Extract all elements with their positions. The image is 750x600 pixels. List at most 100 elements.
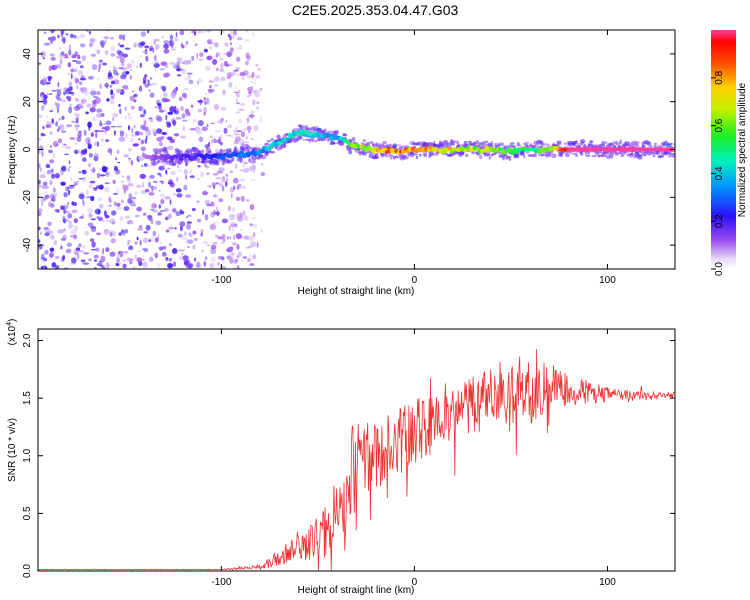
- noise-dot: [68, 44, 72, 51]
- noise-dot: [80, 87, 84, 93]
- noise-dot: [244, 39, 250, 42]
- noise-dot: [148, 117, 153, 120]
- ridge-halo-dot: [450, 141, 455, 146]
- ridge-halo-dot: [614, 140, 618, 145]
- noise-dot: [134, 214, 140, 218]
- noise-dot: [181, 61, 185, 64]
- noise-dot: [89, 38, 96, 42]
- noise-dot: [91, 87, 94, 90]
- noise-dot: [90, 195, 95, 202]
- noise-dot: [213, 220, 219, 226]
- noise-dot: [251, 178, 256, 181]
- noise-dot: [38, 208, 43, 213]
- ridge-halo-dot: [351, 136, 356, 142]
- noise-dot: [204, 256, 208, 261]
- noise-dot: [163, 92, 168, 98]
- noise-dot: [231, 34, 237, 38]
- ridge-halo-dot: [456, 140, 460, 145]
- noise-dot: [94, 259, 97, 262]
- noise-dot: [113, 170, 117, 174]
- noise-dot: [217, 255, 224, 260]
- noise-dot: [110, 46, 116, 52]
- noise-dot: [127, 198, 133, 204]
- noise-dot: [200, 171, 204, 178]
- noise-dot: [234, 85, 237, 89]
- noise-dot: [115, 206, 123, 211]
- noise-dot: [153, 253, 157, 256]
- noise-dot: [185, 237, 188, 244]
- noise-dot: [167, 145, 174, 150]
- ridge-halo-dot: [580, 139, 586, 144]
- spectrogram-panel: -100 0 100 -40 -20 0 20 40 Height of straight …: [7, 29, 676, 297]
- noise-dot: [67, 168, 71, 172]
- noise-dot: [97, 78, 100, 81]
- noise-dot: [197, 108, 202, 113]
- noise-dot: [108, 204, 112, 207]
- noise-dot: [233, 140, 239, 145]
- noise-dot: [93, 153, 99, 159]
- noise-dot: [127, 147, 132, 152]
- ridge-halo-dot: [361, 151, 368, 156]
- noise-dot: [180, 135, 186, 139]
- noise-dot: [183, 169, 189, 175]
- noise-dot: [88, 258, 92, 262]
- noise-dot: [197, 80, 199, 85]
- noise-dot: [49, 53, 55, 57]
- noise-dot: [166, 122, 172, 128]
- noise-dot: [55, 121, 58, 127]
- noise-dot: [235, 258, 239, 263]
- noise-dot: [206, 124, 209, 128]
- noise-dot: [39, 174, 46, 179]
- noise-dot: [119, 44, 125, 48]
- ridge-halo-dot: [381, 143, 385, 146]
- noise-dot: [131, 197, 137, 200]
- noise-dot: [71, 257, 77, 264]
- noise-dot: [44, 99, 48, 105]
- noise-dot: [171, 92, 176, 99]
- noise-dot: [191, 208, 196, 212]
- noise-dot: [189, 175, 195, 179]
- noise-dot: [73, 181, 79, 185]
- noise-dot: [175, 117, 182, 120]
- noise-dot: [160, 84, 164, 90]
- noise-dot: [183, 184, 188, 191]
- noise-dot: [133, 124, 136, 129]
- noise-dot: [204, 102, 207, 106]
- ridge-halo-dot: [388, 154, 394, 158]
- noise-dot: [49, 252, 54, 258]
- noise-dot: [96, 108, 103, 113]
- noise-dot: [41, 201, 43, 207]
- noise-dot: [176, 176, 179, 182]
- noise-dot: [235, 126, 238, 131]
- noise-dot: [217, 138, 221, 144]
- ridge-halo-dot: [513, 156, 517, 159]
- ridge-halo-dot: [362, 139, 366, 142]
- ridge-mark: [236, 153, 242, 159]
- noise-dot: [193, 119, 197, 123]
- noise-dot: [223, 127, 228, 134]
- noise-dot: [104, 182, 110, 185]
- ridge-halo-dot: [373, 153, 378, 159]
- noise-dot: [164, 216, 169, 221]
- noise-dot: [141, 51, 148, 53]
- ridge-halo-dot: [485, 140, 489, 143]
- noise-dot: [183, 87, 189, 90]
- ridge-mark: [498, 147, 504, 151]
- noise-dot: [133, 204, 137, 207]
- ridge-halo-dot: [657, 155, 663, 159]
- noise-dot: [109, 251, 116, 257]
- snr-y-scale: (x104): [6, 319, 18, 346]
- noise-dot: [53, 187, 56, 193]
- noise-dot: [110, 95, 115, 100]
- noise-dot: [229, 35, 232, 41]
- noise-dot: [86, 103, 91, 108]
- noise-dot: [221, 218, 228, 224]
- noise-dot: [202, 241, 209, 244]
- noise-dot: [148, 256, 154, 262]
- ridge-halo-dot: [635, 141, 640, 144]
- noise-dot: [40, 185, 47, 188]
- noise-dot: [185, 263, 192, 269]
- noise-dot: [89, 180, 96, 184]
- noise-dot: [259, 116, 263, 123]
- noise-dot: [255, 63, 259, 67]
